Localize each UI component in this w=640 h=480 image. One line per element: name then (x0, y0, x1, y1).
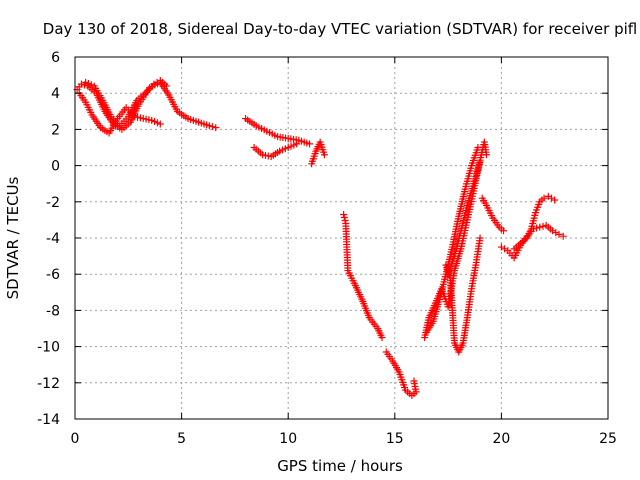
y-tick-label: 6 (51, 50, 60, 66)
data-point-trail (501, 245, 509, 253)
data-point (212, 124, 220, 132)
data-point (497, 243, 505, 251)
data-point (306, 140, 314, 148)
y-tick-label: -6 (46, 267, 60, 283)
data-point (559, 232, 567, 240)
x-tick-label: 0 (71, 431, 80, 447)
y-tick-label: 2 (51, 122, 60, 138)
data-point (163, 82, 171, 90)
y-tick-label: 4 (51, 86, 60, 102)
data-point-trail (340, 213, 348, 221)
data-point (156, 120, 164, 128)
data-point-trail (548, 194, 556, 202)
data-point (551, 196, 559, 204)
chart-title: Day 130 of 2018, Sidereal Day-to-day VTE… (43, 20, 637, 38)
grid-lines (75, 57, 608, 419)
y-tick-label: -8 (46, 303, 60, 319)
data-points (73, 77, 567, 399)
data-point (378, 334, 386, 342)
data-point (540, 194, 548, 202)
data-point-trail (552, 229, 560, 237)
x-axis-label: GPS time / hours (277, 457, 403, 475)
y-tick-label: -4 (46, 231, 60, 247)
data-point (293, 140, 301, 148)
x-tick-labels: 0 5 10 15 20 25 (71, 431, 617, 447)
y-tick-label: -14 (37, 412, 60, 428)
data-point-trail (341, 217, 349, 225)
data-point (500, 227, 508, 235)
data-point (544, 192, 552, 200)
data-point (320, 151, 328, 159)
data-point (555, 230, 563, 238)
data-point (77, 80, 85, 88)
data-point-trail (533, 224, 541, 232)
x-tick-label: 5 (177, 431, 186, 447)
axis-ticks (74, 56, 609, 420)
data-point-trail (209, 123, 217, 131)
y-axis-label: SDTVAR / TECUs (4, 176, 22, 299)
data-point (536, 223, 544, 231)
data-point (205, 122, 213, 130)
y-tick-label: -12 (37, 376, 60, 392)
y-tick-label: -10 (37, 340, 60, 356)
data-point (482, 151, 490, 159)
y-tick-label: 0 (51, 159, 60, 175)
data-point-trail (539, 222, 547, 230)
x-tick-label: 25 (599, 431, 617, 447)
x-tick-label: 10 (279, 431, 297, 447)
data-point (340, 210, 348, 218)
data-point (476, 158, 484, 166)
data-point (476, 234, 484, 242)
x-tick-label: 20 (492, 431, 510, 447)
y-tick-label: -2 (46, 195, 60, 211)
y-tick-labels: -14 -12 -10 -8 -6 -4 -2 0 2 4 6 (37, 50, 60, 428)
x-tick-label: 15 (386, 431, 404, 447)
data-point (474, 144, 482, 151)
data-point (410, 377, 418, 385)
